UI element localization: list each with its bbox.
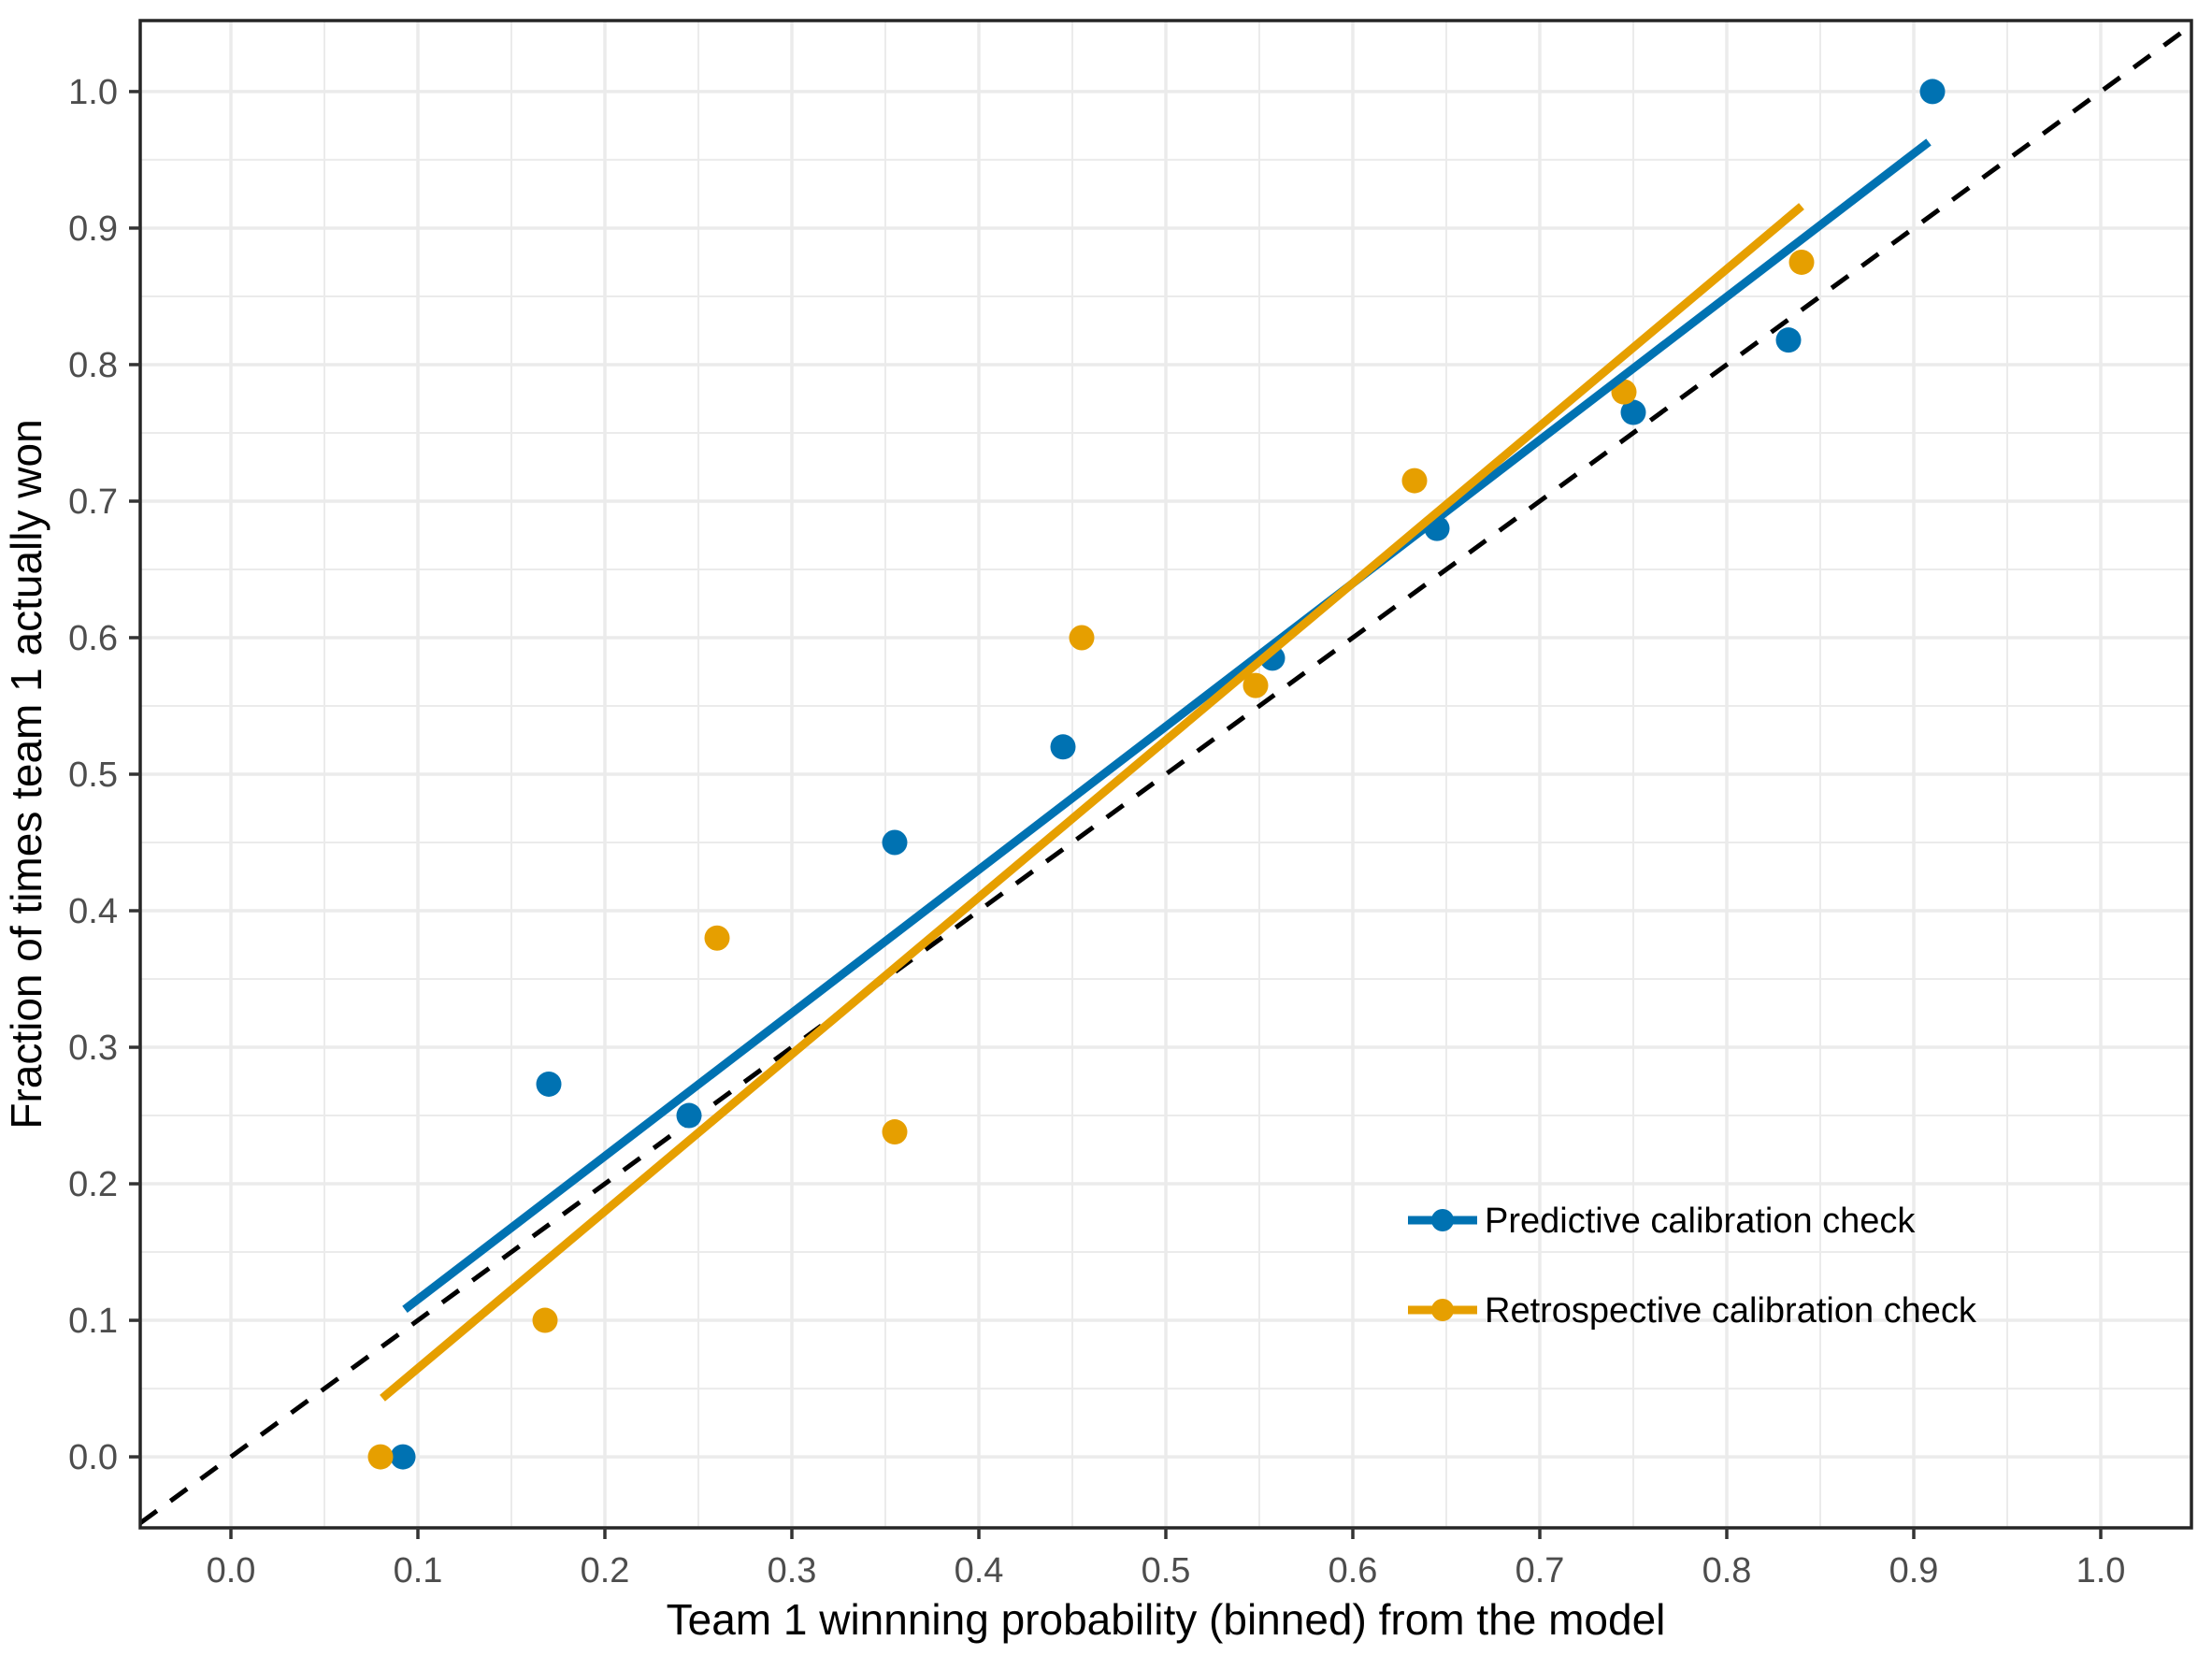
data-point-retrospective — [1069, 625, 1095, 651]
fit-line-retrospective — [380, 203, 1804, 1402]
y-tick-labels: 0.0 0.1 0.2 0.3 0.4 0.5 0.6 0.7 0.8 0.9 1.0 — [68, 73, 118, 1477]
data-point-retrospective — [704, 925, 730, 951]
x-tick-label: 0.4 — [955, 1551, 1004, 1590]
data-point-retrospective — [367, 1444, 394, 1470]
data-point-predictive — [1919, 79, 1946, 105]
identity-reference-line — [138, 23, 2193, 1525]
data-point-retrospective — [882, 1119, 908, 1145]
x-tick-label: 0.9 — [1889, 1551, 1939, 1590]
axis-tick-marks — [129, 90, 2103, 1539]
legend-item-predictive: Predictive calibration check — [1408, 1202, 1916, 1241]
y-tick-label: 0.2 — [68, 1165, 118, 1204]
data-point-predictive — [536, 1071, 562, 1097]
x-tick-label: 0.8 — [1702, 1551, 1752, 1590]
y-tick-label: 0.0 — [68, 1438, 118, 1477]
y-tick-label: 0.1 — [68, 1302, 118, 1341]
y-tick-label: 0.7 — [68, 482, 118, 522]
legend: Predictive calibration check Retrospecti… — [1408, 1202, 1977, 1331]
data-point-predictive — [390, 1444, 416, 1470]
data-point-retrospective — [1401, 468, 1428, 494]
data-point-retrospective — [532, 1307, 558, 1333]
x-tick-labels: 0.0 0.1 0.2 0.3 0.4 0.5 0.6 0.7 0.8 0.9 1.0 — [207, 1551, 2126, 1590]
x-tick-label: 0.1 — [394, 1551, 443, 1590]
y-tick-label: 0.6 — [68, 619, 118, 658]
x-tick-label: 1.0 — [2076, 1551, 2126, 1590]
y-tick-label: 0.5 — [68, 756, 118, 795]
x-tick-label: 0.0 — [207, 1551, 256, 1590]
fit-line-predictive — [402, 138, 1932, 1313]
data-point-predictive — [1050, 734, 1076, 760]
x-tick-label: 0.3 — [768, 1551, 817, 1590]
y-tick-label: 0.9 — [68, 209, 118, 249]
legend-label-predictive: Predictive calibration check — [1485, 1202, 1916, 1241]
y-axis-title: Fraction of times team 1 actually won — [2, 419, 50, 1129]
data-point-predictive — [1775, 327, 1802, 353]
y-tick-label: 0.4 — [68, 892, 118, 931]
x-tick-label: 0.7 — [1515, 1551, 1565, 1590]
data-point-predictive — [1620, 399, 1646, 425]
legend-label-retrospective: Retrospective calibration check — [1485, 1291, 1977, 1331]
legend-key-point-predictive — [1431, 1209, 1454, 1231]
identity-dashed-line — [138, 23, 2193, 1525]
data-point-predictive — [882, 829, 908, 856]
x-tick-label: 0.5 — [1142, 1551, 1191, 1590]
major-gridlines — [140, 21, 2191, 1528]
data-point-predictive — [676, 1102, 702, 1129]
x-tick-label: 0.2 — [581, 1551, 630, 1590]
data-point-retrospective — [1788, 249, 1815, 275]
data-points — [367, 79, 1946, 1470]
x-axis-title: Team 1 winnning probability (binned) fro… — [667, 1595, 1666, 1644]
y-tick-label: 0.8 — [68, 346, 118, 385]
x-tick-label: 0.6 — [1329, 1551, 1378, 1590]
y-tick-label: 1.0 — [68, 73, 118, 112]
data-point-retrospective — [1242, 672, 1269, 698]
fit-lines — [380, 138, 1932, 1402]
legend-item-retrospective: Retrospective calibration check — [1408, 1291, 1977, 1331]
y-tick-label: 0.3 — [68, 1029, 118, 1068]
legend-key-point-retrospective — [1431, 1299, 1454, 1321]
